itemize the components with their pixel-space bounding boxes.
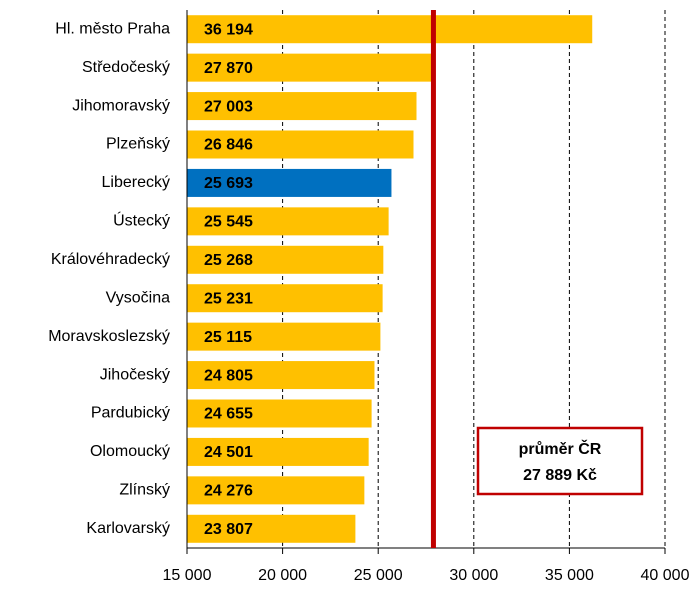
y-tick-label: Jihočeský	[100, 366, 170, 383]
y-tick-label: Zlínský	[119, 482, 170, 499]
value-label: 25 545	[204, 214, 253, 231]
y-tick-label: Ústecký	[113, 211, 170, 230]
y-tick-label: Karlovarský	[86, 520, 170, 537]
y-tick-label: Moravskoslezský	[48, 328, 170, 345]
value-label: 27 003	[204, 98, 253, 115]
value-label: 25 231	[204, 290, 253, 307]
bar	[187, 53, 434, 82]
bar	[187, 245, 384, 274]
x-tick-label: 35 000	[545, 567, 594, 584]
bar	[187, 399, 372, 428]
annotation-box	[476, 426, 644, 496]
value-label: 24 501	[204, 444, 253, 461]
x-tick-label: 40 000	[641, 567, 690, 584]
y-tick-label: Liberecký	[102, 174, 170, 191]
bar	[187, 207, 389, 236]
bar	[187, 92, 417, 121]
y-tick-label: Jihomoravský	[72, 97, 170, 114]
bar	[187, 322, 381, 351]
bar	[187, 361, 375, 390]
value-label: 25 115	[204, 329, 252, 346]
y-tick-label: Pardubický	[91, 405, 170, 422]
y-tick-label: Plzeňský	[106, 136, 170, 153]
x-tick-label: 15 000	[163, 567, 212, 584]
x-tick-label: 20 000	[258, 567, 307, 584]
value-label: 26 846	[204, 137, 253, 154]
bar	[187, 130, 414, 159]
value-label: 27 870	[204, 60, 253, 77]
value-label: 23 807	[204, 521, 253, 538]
bar	[187, 284, 383, 313]
y-tick-label: Hl. město Praha	[55, 20, 170, 37]
bar	[187, 15, 593, 44]
y-tick-label: Středočeský	[82, 59, 170, 76]
value-label: 25 268	[204, 252, 253, 269]
value-label: 36 194	[204, 21, 253, 38]
x-tick-label: 25 000	[354, 567, 403, 584]
y-tick-label: Olomoucký	[90, 443, 170, 460]
bar	[187, 476, 365, 505]
annotation-text: průměr ČR	[519, 439, 602, 458]
value-label: 25 693	[204, 175, 253, 192]
y-tick-label: Královéhradecký	[51, 251, 170, 268]
bar	[187, 437, 369, 466]
value-label: 24 805	[204, 367, 253, 384]
x-tick-label: 30 000	[449, 567, 498, 584]
bar	[187, 514, 356, 543]
y-tick-label: Vysočina	[106, 289, 170, 306]
bar	[187, 168, 392, 197]
value-label: 24 655	[204, 406, 253, 423]
value-label: 24 276	[204, 483, 253, 500]
annotation-text: 27 889 Kč	[523, 467, 597, 484]
